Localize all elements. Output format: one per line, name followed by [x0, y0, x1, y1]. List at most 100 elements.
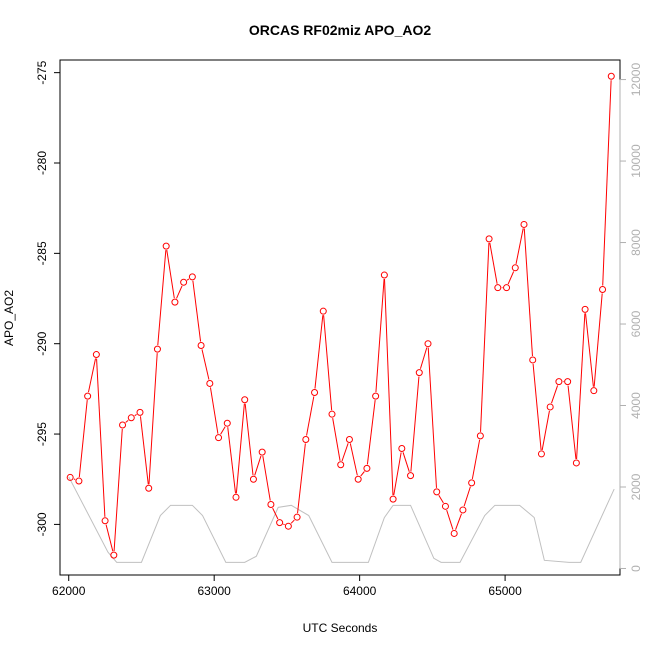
data-point [188, 273, 196, 281]
series-line-segment [157, 250, 167, 346]
data-point [415, 369, 423, 377]
series-line-segment [541, 410, 550, 451]
data-point [223, 419, 231, 427]
data-point [424, 340, 432, 348]
data-point [363, 464, 371, 472]
y2-tick-label: 0 [629, 565, 643, 572]
data-point [345, 435, 353, 443]
data-point [372, 392, 380, 400]
data-point [546, 403, 554, 411]
series-line-segment [290, 519, 295, 524]
series-line-segment [384, 279, 394, 496]
data-point [302, 435, 310, 443]
series-line-segment [576, 313, 586, 459]
y-tick-label: -280 [35, 151, 49, 175]
series-line-segment [480, 242, 490, 432]
chart-title: ORCAS RF02miz APO_AO2 [249, 22, 432, 38]
data-point [267, 501, 275, 509]
series-line-segment [186, 278, 190, 281]
series-line-segment [209, 387, 219, 434]
y-tick-label: -285 [35, 241, 49, 265]
y2-tick-label: 4000 [629, 392, 643, 419]
series-line-segment [272, 507, 279, 520]
x-tick-label: 65000 [488, 584, 522, 598]
series-line-segment [283, 523, 285, 526]
data-point [459, 506, 467, 514]
y2-tick-label: 10000 [629, 144, 643, 178]
series-line-segment [341, 443, 349, 462]
data-point [215, 434, 223, 442]
data-point [511, 264, 519, 272]
data-point [249, 475, 257, 483]
y-tick-label: -300 [35, 512, 49, 536]
data-point [75, 477, 83, 485]
y-axis-label: APO_AO2 [2, 290, 16, 346]
series-line-segment [463, 486, 471, 507]
series-line-segment [78, 400, 88, 478]
data-point [380, 271, 388, 279]
series-line-segment [402, 452, 410, 472]
series-line-segment [551, 385, 559, 404]
series-line-segment [220, 426, 226, 435]
data-point [197, 342, 205, 350]
series-line-segment [113, 428, 123, 552]
series-line-segment [192, 280, 202, 342]
data-point [171, 298, 179, 306]
series-line-segment [262, 455, 271, 501]
series-line-segment [297, 443, 306, 514]
series-line-segment [139, 416, 149, 485]
data-point [232, 493, 240, 501]
y2-tick-label: 6000 [629, 310, 643, 337]
series-line-segment [593, 293, 603, 387]
data-point [581, 305, 589, 313]
series-line-segment [489, 242, 498, 284]
data-point [590, 387, 598, 395]
y2-tick-label: 8000 [629, 229, 643, 256]
data-point [441, 502, 449, 510]
series-line-segment [96, 358, 106, 517]
data-point [485, 235, 493, 243]
series-line-segment [349, 443, 358, 476]
x-tick-label: 62000 [52, 584, 86, 598]
y-tick-label: -290 [35, 331, 49, 355]
data-point [284, 522, 292, 530]
data-point [119, 421, 127, 429]
data-point [311, 388, 319, 396]
series-line-segment [166, 250, 175, 299]
data-point [529, 356, 537, 364]
data-point [398, 445, 406, 453]
data-point [162, 242, 170, 250]
series-line-segment [438, 495, 444, 504]
plot-area: 62000 63000 64000 65000 -300 -295 -290 -285 -280… [35, 60, 643, 598]
data-point [572, 459, 580, 467]
series-line-segment [523, 228, 533, 357]
x-tick-label: 63000 [197, 584, 231, 598]
data-point [180, 278, 188, 286]
series-line-segment [585, 313, 594, 387]
data-point [258, 448, 266, 456]
data-point [468, 479, 476, 487]
data-point [276, 519, 284, 527]
series-line-segment [410, 376, 420, 472]
data-point [337, 461, 345, 469]
data-point [66, 473, 74, 481]
data-point [206, 379, 214, 387]
series-line-segment [455, 513, 462, 530]
series-line-segment [515, 228, 524, 264]
data-point [153, 345, 161, 353]
series-line-segment [567, 385, 577, 460]
series-line-segment [427, 347, 437, 488]
data-point [407, 472, 415, 480]
series-line-segment [227, 427, 237, 494]
data-point [494, 284, 502, 292]
y2-tick-label: 12000 [629, 63, 643, 97]
series-line-segment [235, 403, 245, 494]
y2-tick-label: 2000 [629, 473, 643, 500]
data-point [136, 408, 144, 416]
series-line-segment [148, 353, 158, 485]
series-line-segment [201, 349, 210, 380]
series-line-segment [323, 315, 333, 411]
series-line-segment [254, 455, 262, 476]
